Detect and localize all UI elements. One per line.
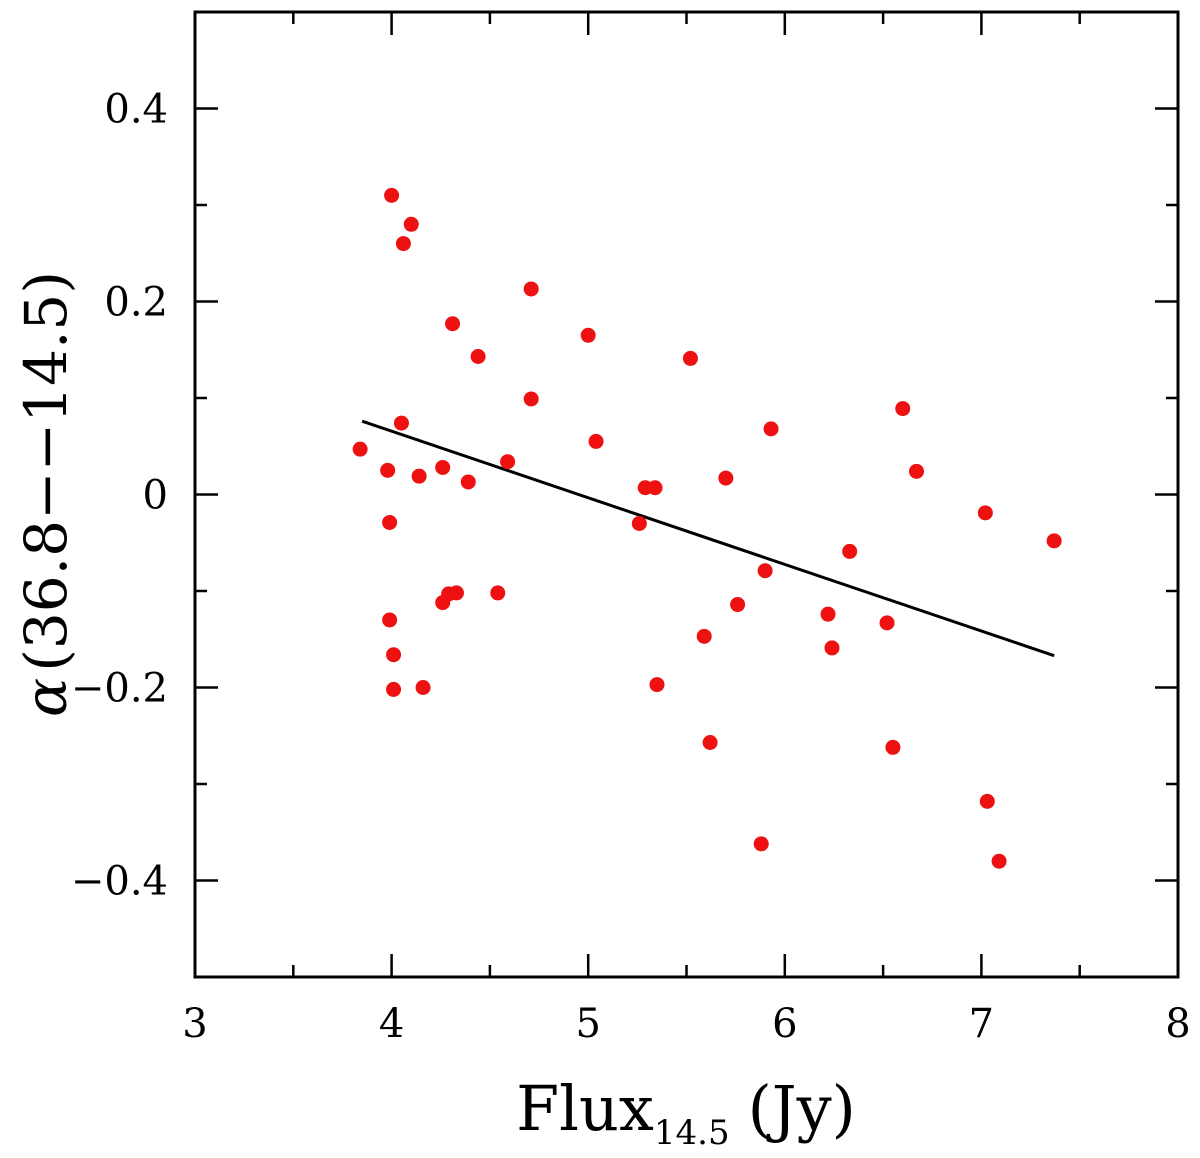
data-point: [753, 836, 769, 852]
fit-line-group: [361, 419, 1055, 658]
data-point: [718, 470, 734, 486]
data-point: [909, 463, 925, 479]
y-tick-label: 0.2: [104, 280, 168, 326]
data-point: [411, 468, 427, 484]
y-axis-title-text: (36.8−−14.5): [12, 271, 80, 672]
data-point: [523, 281, 539, 297]
data-point: [631, 515, 647, 531]
x-tick-label: 6: [772, 1001, 797, 1047]
data-point: [470, 349, 486, 365]
x-axis-title-main: Flux: [516, 1072, 654, 1145]
data-point: [647, 480, 663, 496]
x-tick-label: 3: [182, 1001, 207, 1047]
y-tick-label: −0.2: [71, 666, 168, 712]
data-point: [382, 514, 398, 530]
svg-text:α(36.8−−14.5): α (36.8−−14.5): [12, 271, 80, 717]
data-point: [415, 680, 431, 695]
data-point: [991, 853, 1007, 869]
data-point: [445, 316, 461, 332]
data-point: [757, 563, 773, 579]
x-axis-title-unit: (Jy): [748, 1072, 856, 1145]
data-point: [696, 628, 712, 644]
data-point: [895, 401, 911, 417]
data-point: [842, 543, 858, 559]
data-point: [1046, 533, 1062, 549]
data-point: [382, 612, 398, 628]
y-axis-title: α (36.8−−14.5): [12, 271, 80, 717]
data-point: [384, 187, 400, 203]
data-point: [682, 350, 698, 366]
data-point: [979, 793, 995, 809]
data-point: [820, 606, 836, 622]
x-tick-label: 4: [379, 1001, 404, 1047]
y-tick-label: 0.4: [104, 87, 168, 133]
data-point: [403, 216, 419, 232]
data-point: [702, 735, 718, 751]
data-point: [435, 459, 451, 475]
data-point: [580, 327, 596, 343]
x-axis-title: Flux14.5 (Jy): [516, 1072, 856, 1153]
data-point: [523, 391, 539, 407]
y-tick-labels: −0.4 −0.2 0 0.2 0.4: [71, 87, 168, 905]
data-point: [649, 677, 665, 693]
data-point: [588, 433, 604, 449]
data-point: [730, 597, 746, 613]
y-tick-label: 0: [143, 473, 168, 519]
data-point: [393, 415, 409, 431]
data-point: [386, 647, 402, 663]
data-points: [352, 187, 1062, 869]
x-tick-label: 8: [1165, 1001, 1190, 1047]
data-point: [386, 681, 402, 697]
data-point: [500, 454, 516, 470]
y-axis-title-symbol: α: [12, 678, 80, 717]
data-point: [879, 615, 895, 631]
data-point: [977, 505, 993, 521]
data-point: [352, 441, 368, 457]
data-point: [885, 739, 901, 755]
x-axis-title-subscript: 14.5: [654, 1113, 730, 1153]
data-point: [490, 585, 506, 601]
data-point: [395, 236, 411, 252]
axis-ticks: [193, 10, 1180, 979]
x-tick-labels: 3 4 5 6 7 8: [182, 1001, 1190, 1047]
data-point: [460, 474, 476, 490]
fit-line: [361, 419, 1055, 658]
plot-frame: [193, 10, 1180, 979]
data-point: [380, 462, 396, 478]
x-tick-label: 5: [575, 1001, 600, 1047]
x-tick-label: 7: [969, 1001, 994, 1047]
data-point: [763, 421, 779, 437]
y-tick-label: −0.4: [71, 859, 168, 905]
data-point: [824, 640, 840, 656]
data-point: [448, 585, 464, 601]
